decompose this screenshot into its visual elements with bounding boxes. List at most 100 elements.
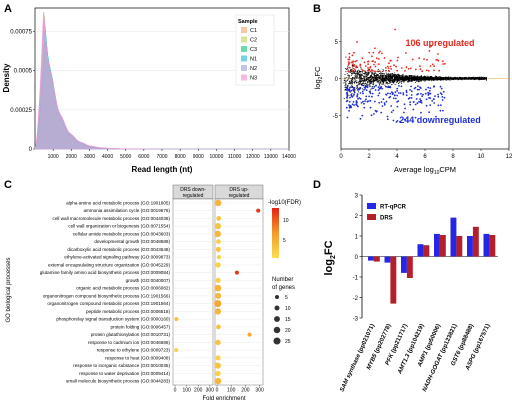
legend-label-DRS: DRS (380, 216, 393, 222)
gene-point (379, 78, 381, 80)
bar-RT-qPCR-7 (483, 233, 490, 257)
gene-point (359, 76, 361, 78)
x-tick-label: 6 (423, 154, 427, 160)
gene-point (360, 76, 362, 78)
down-point (363, 102, 365, 105)
down-point (371, 92, 374, 95)
gene-point (399, 76, 401, 78)
up-point (363, 61, 366, 64)
up-point (436, 59, 439, 61)
gene-point (392, 76, 394, 78)
up-point (367, 63, 369, 65)
panel-c-letter: C (4, 179, 12, 191)
up-point (364, 65, 367, 67)
gene-point (373, 79, 375, 81)
size-legend-label: 15 (285, 317, 291, 323)
gene-point (371, 76, 374, 78)
gene-point (373, 73, 376, 75)
gene-point (372, 84, 374, 86)
gene-point (358, 82, 360, 85)
gene-point (349, 81, 351, 83)
down-point (352, 101, 355, 103)
gene-point (440, 76, 442, 78)
gene-point (422, 77, 424, 79)
gene-point (438, 76, 440, 78)
x-tick-label: 5000 (120, 154, 131, 160)
x-tick-label: 4 (395, 154, 399, 160)
gene-point (363, 85, 365, 87)
gene-point (380, 80, 382, 82)
up-point (438, 69, 441, 72)
down-point (392, 109, 395, 112)
x-tick-label: 10 (478, 154, 485, 160)
gene-point (357, 81, 360, 83)
gene-point (354, 82, 356, 84)
gene-point (450, 77, 452, 79)
down-point (360, 102, 363, 104)
gene-point (402, 77, 404, 79)
gene-point (478, 77, 480, 79)
gene-point (356, 75, 358, 77)
down-point (365, 89, 368, 91)
go-term-label: ammonia assimilation cycle (GO:0019676) (83, 208, 170, 213)
down-point (429, 92, 432, 95)
down-point (353, 104, 355, 106)
down-point (410, 90, 413, 93)
gene-point (356, 71, 358, 73)
down-point (441, 99, 444, 101)
up-point (419, 68, 422, 71)
gene-point (370, 79, 372, 81)
gene-point (424, 76, 426, 78)
gene-point (367, 76, 369, 79)
gene-point (393, 75, 395, 78)
up-point (388, 62, 390, 65)
gene-point (455, 78, 457, 80)
up-point (407, 68, 410, 70)
up-point (353, 68, 356, 71)
down-point (356, 104, 358, 107)
down-point (402, 93, 405, 96)
down-point (355, 100, 358, 102)
gene-point (379, 83, 381, 86)
gene-point (415, 79, 418, 81)
gene-point (356, 87, 358, 89)
down-point (425, 88, 427, 91)
gene-point (374, 78, 376, 80)
gene-point (357, 88, 359, 90)
down-point (350, 106, 353, 109)
down-point (348, 110, 350, 112)
go-dot (216, 254, 222, 260)
gene-point (355, 89, 357, 91)
panel-d: D -3 -2 -1 0 1 2 3 SAM synthase (pp021071)MYB5… (313, 179, 498, 393)
facet-strip-label: DRS up- (229, 187, 249, 193)
up-point (429, 65, 432, 67)
down-point (434, 95, 436, 97)
gene-point (406, 77, 408, 79)
down-point (422, 93, 424, 96)
gene-point (350, 79, 352, 81)
go-dot (214, 199, 222, 207)
gene-point (353, 90, 355, 92)
gene-point (405, 78, 407, 80)
gene-point (475, 78, 477, 80)
up-point (442, 63, 444, 65)
gene-point (369, 78, 371, 80)
up-point (374, 65, 377, 68)
bar-RT-qPCR-1 (384, 256, 391, 263)
gene-point (370, 75, 373, 77)
x-tick-label: 8 (451, 154, 455, 160)
gene-point (371, 73, 373, 75)
down-point (431, 100, 434, 102)
x-tick-label: 200 (194, 388, 203, 394)
panel-c-facet-panels (172, 198, 264, 386)
gene-point (361, 72, 363, 74)
gene-point (391, 84, 393, 86)
down-point (346, 89, 348, 92)
gene-point (366, 72, 368, 74)
gene-point (415, 80, 417, 82)
gene-point (403, 81, 405, 83)
gene-point (443, 77, 445, 80)
go-dot (215, 370, 221, 377)
gene-point (390, 81, 392, 83)
